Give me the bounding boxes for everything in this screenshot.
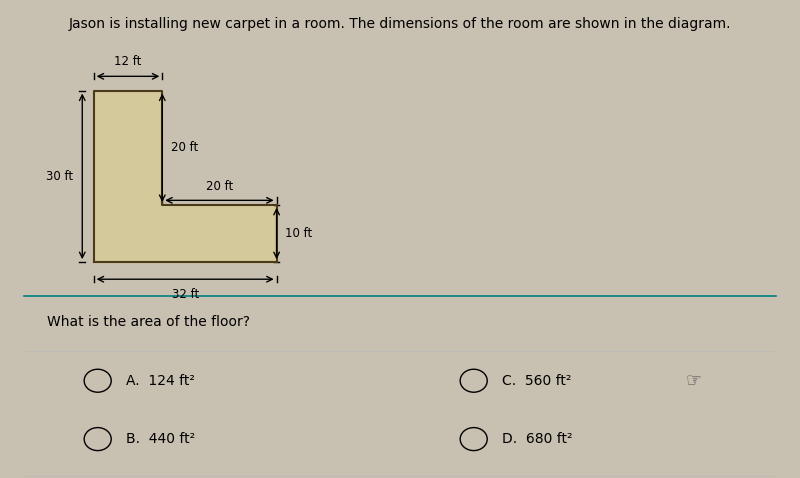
Text: C.  560 ft²: C. 560 ft² — [502, 374, 571, 388]
Text: B.  440 ft²: B. 440 ft² — [126, 432, 194, 446]
Text: 32 ft: 32 ft — [171, 288, 198, 301]
Text: 20 ft: 20 ft — [206, 181, 233, 194]
Polygon shape — [94, 91, 277, 262]
Text: D.  680 ft²: D. 680 ft² — [502, 432, 572, 446]
Text: 12 ft: 12 ft — [114, 55, 142, 68]
Text: ☞: ☞ — [686, 372, 702, 390]
Text: Jason is installing new carpet in a room. The dimensions of the room are shown i: Jason is installing new carpet in a room… — [69, 17, 731, 31]
Text: What is the area of the floor?: What is the area of the floor? — [46, 315, 250, 329]
Text: 10 ft: 10 ft — [285, 227, 313, 240]
Text: A.  124 ft²: A. 124 ft² — [126, 374, 194, 388]
Text: 20 ft: 20 ft — [171, 141, 198, 154]
Text: 30 ft: 30 ft — [46, 170, 73, 183]
